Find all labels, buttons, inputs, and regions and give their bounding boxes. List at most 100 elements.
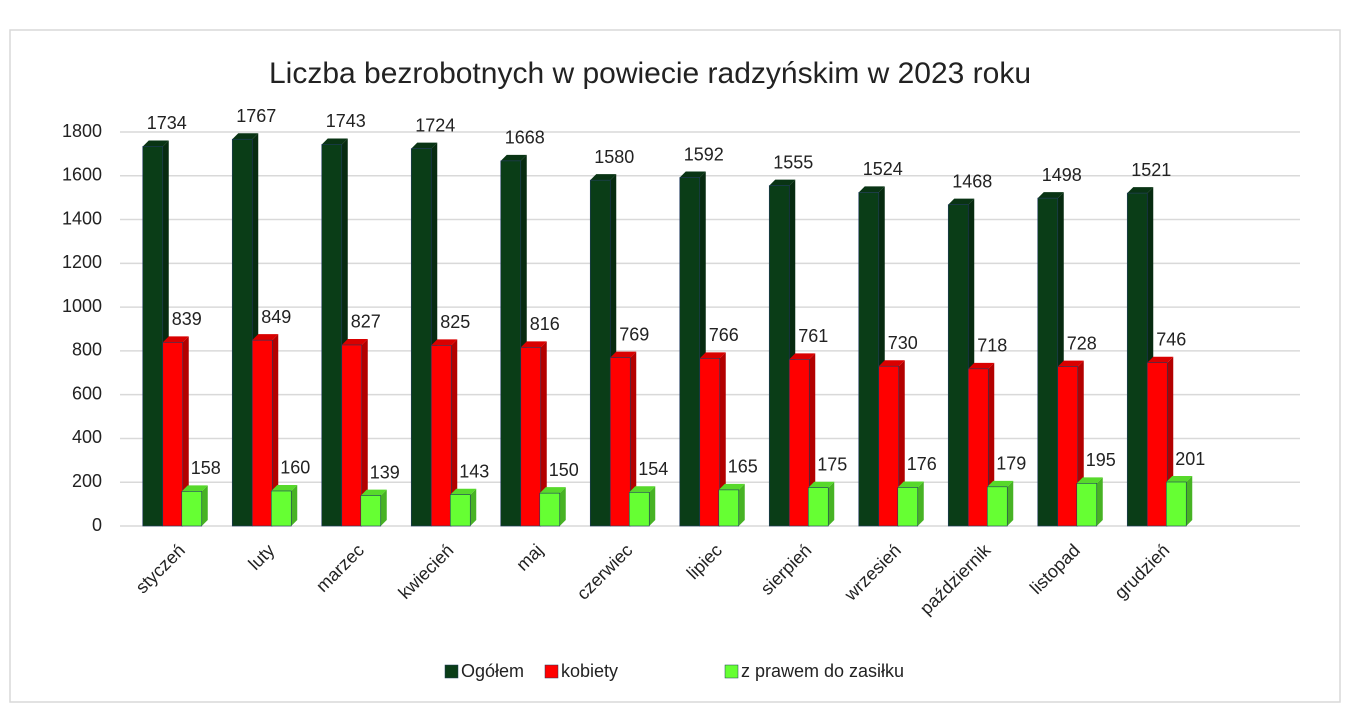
data-label: 827 (351, 312, 381, 332)
bar (1146, 362, 1168, 527)
y-tick-label: 1400 (62, 208, 102, 228)
bar-side (630, 351, 637, 526)
chart-frame (9, 29, 1341, 703)
bar (181, 491, 203, 527)
bar-side (917, 481, 924, 526)
bar-side (380, 489, 387, 526)
legend-swatch (544, 664, 559, 679)
data-label: 1555 (773, 152, 813, 172)
bar (858, 192, 880, 527)
data-label: 816 (530, 314, 560, 334)
data-label: 1734 (147, 113, 187, 133)
data-label: 766 (709, 325, 739, 345)
bar (628, 491, 650, 527)
bar (142, 146, 164, 527)
legend-label: Ogółem (461, 661, 524, 681)
bar-side (451, 339, 458, 526)
bar (1037, 197, 1059, 527)
data-label: 1743 (326, 111, 366, 131)
bar-top (629, 486, 656, 493)
data-label: 730 (888, 333, 918, 353)
data-label: 1580 (594, 147, 634, 167)
legend-label: kobiety (561, 661, 618, 681)
bar-top (232, 133, 259, 140)
bar (520, 347, 542, 527)
bar (788, 359, 810, 527)
bar (679, 177, 701, 527)
data-label: 143 (459, 461, 489, 481)
data-label: 165 (728, 457, 758, 477)
bar (231, 138, 253, 527)
bar-side (182, 336, 189, 526)
bar-top (520, 341, 547, 348)
bar-top (968, 362, 995, 369)
y-tick-label: 200 (72, 471, 102, 491)
data-label: 201 (1175, 449, 1205, 469)
bar (718, 489, 740, 527)
y-tick-label: 1000 (62, 296, 102, 316)
bar-side (540, 341, 547, 526)
data-label: 160 (280, 458, 310, 478)
bar (449, 494, 471, 527)
bar-top (1166, 476, 1193, 483)
bar-top (769, 179, 796, 186)
bar-top (590, 174, 617, 181)
bar-side (719, 352, 726, 526)
data-label: 1521 (1131, 160, 1171, 180)
data-label: 179 (996, 454, 1026, 474)
bar (768, 185, 790, 527)
bar (410, 148, 432, 527)
bar (500, 160, 522, 527)
bar (430, 345, 452, 527)
data-label: 195 (1086, 450, 1116, 470)
bar-top (321, 138, 348, 145)
bar (1076, 483, 1098, 527)
bar-top (411, 142, 438, 149)
data-label: 1468 (952, 171, 992, 191)
data-label: 1767 (236, 106, 276, 126)
data-label: 1498 (1042, 165, 1082, 185)
bar (947, 204, 969, 527)
data-label: 175 (817, 454, 847, 474)
data-label: 1524 (863, 159, 903, 179)
bar-top (252, 334, 279, 341)
bar-top (699, 352, 726, 359)
bar-top (360, 489, 387, 496)
y-tick-label: 1600 (62, 165, 102, 185)
bar-top (431, 339, 458, 346)
y-tick-label: 400 (72, 427, 102, 447)
bar-top (718, 483, 745, 490)
data-label: 176 (907, 454, 937, 474)
bar-side (1007, 480, 1014, 526)
bar (967, 368, 989, 527)
y-tick-label: 0 (92, 515, 102, 535)
bar-top (539, 487, 566, 494)
bar-side (291, 484, 298, 526)
bar-side (1186, 476, 1193, 526)
bar (878, 365, 900, 527)
data-label: 728 (1067, 333, 1097, 353)
y-tick-label: 1800 (62, 121, 102, 141)
bar-top (679, 171, 706, 178)
data-label: 158 (191, 458, 221, 478)
bar-side (828, 481, 835, 526)
bar-top (948, 198, 975, 205)
data-label: 825 (440, 312, 470, 332)
y-tick-label: 1200 (62, 252, 102, 272)
data-label: 1592 (684, 144, 724, 164)
bar-top (1037, 192, 1064, 199)
data-label: 1668 (505, 128, 545, 148)
bar-top (162, 336, 189, 343)
legend-label: z prawem do zasiłku (741, 661, 904, 681)
bar (589, 179, 611, 527)
bar-top (271, 484, 298, 491)
bar (1126, 192, 1148, 527)
bar-top (789, 353, 816, 360)
bar-top (1127, 187, 1154, 194)
bar-top (450, 488, 477, 495)
bar-side (470, 488, 477, 526)
bar (321, 144, 343, 527)
bar-top (1147, 356, 1174, 363)
data-label: 849 (261, 307, 291, 327)
